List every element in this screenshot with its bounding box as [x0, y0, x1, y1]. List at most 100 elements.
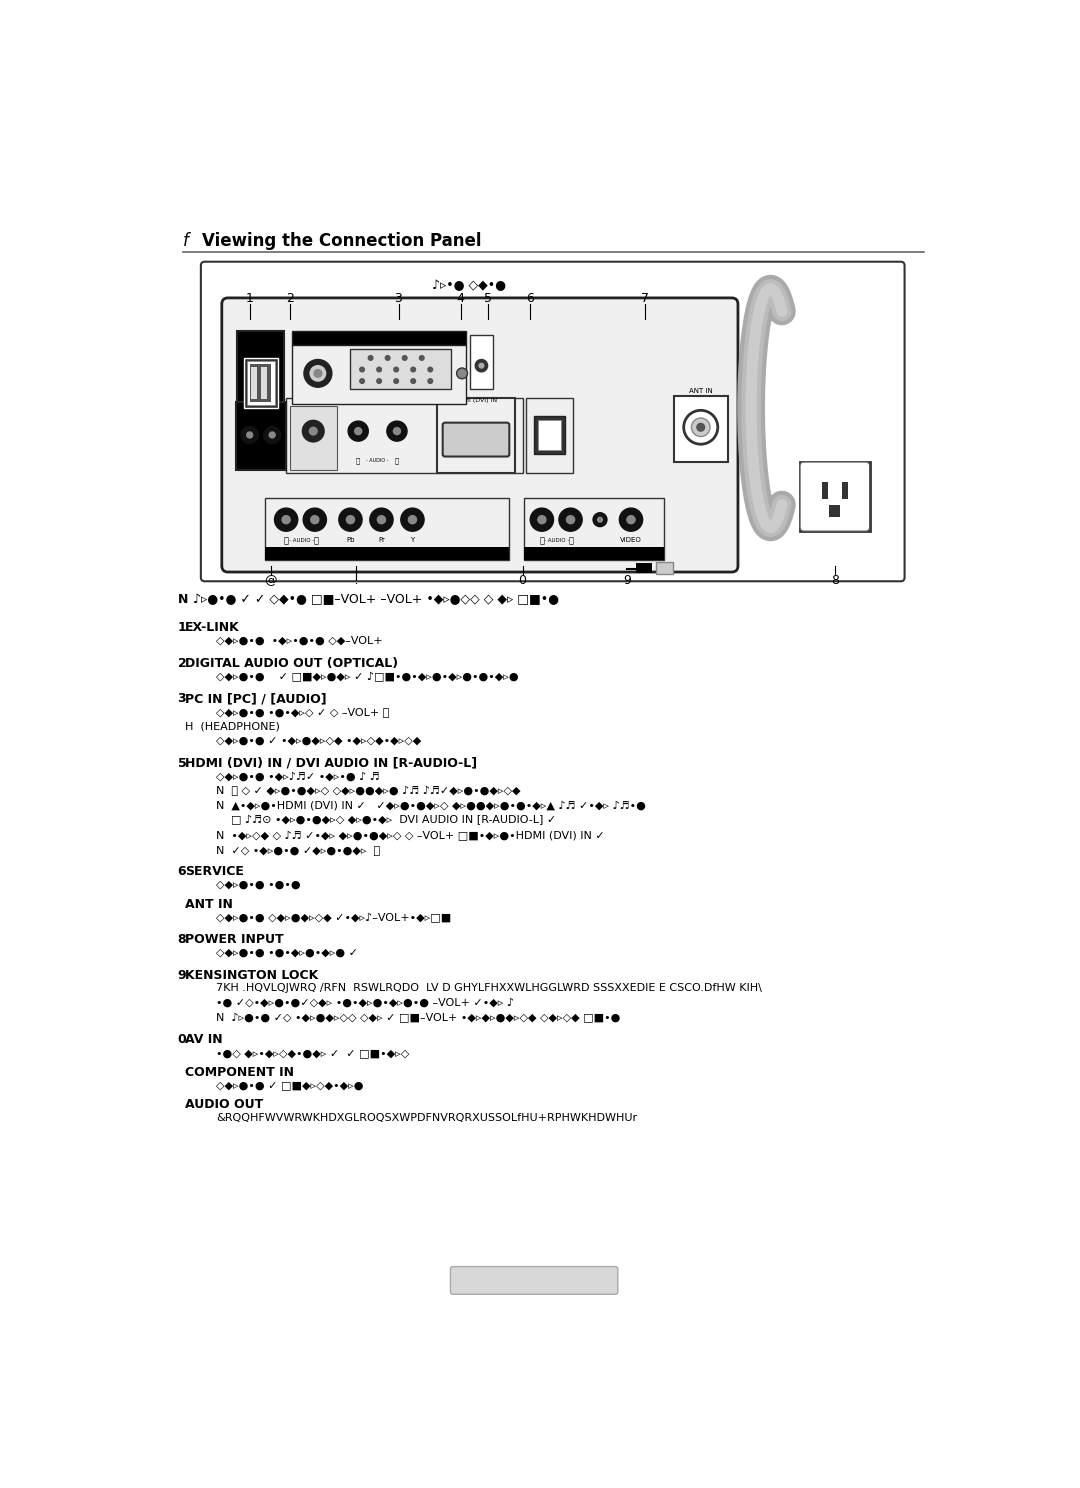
Text: - AUDIO -: - AUDIO - [289, 539, 314, 543]
Text: 8: 8 [831, 573, 839, 586]
Text: @: @ [265, 573, 276, 586]
Circle shape [282, 516, 291, 524]
Circle shape [314, 369, 322, 378]
Text: K: K [661, 562, 667, 573]
Circle shape [428, 368, 433, 372]
Text: ◇◆▹●•● •●•◆▹●•◆▹● ✓: ◇◆▹●•● •●•◆▹●•◆▹● ✓ [216, 948, 359, 958]
Text: (OPTICAL): (OPTICAL) [245, 348, 276, 354]
Circle shape [377, 516, 386, 524]
Text: ♪▹•● ◇◆•●: ♪▹•● ◇◆•● [432, 280, 507, 293]
Circle shape [387, 421, 407, 440]
Bar [243, 359, 278, 408]
Text: ◇◆▹●•● •●•◆▹◇ ✓ ◇ –VOL+ ⏻: ◇◆▹●•● •●•◆▹◇ ✓ ◇ –VOL+ ⏻ [216, 707, 390, 717]
Text: !: ! [353, 573, 359, 586]
Text: AUDIO: AUDIO [249, 406, 272, 411]
Text: Ⓛ: Ⓛ [395, 457, 400, 464]
Bar [437, 397, 515, 473]
Bar [674, 396, 728, 461]
Text: Y: Y [410, 537, 415, 543]
Text: ◇◆▹●•● ◇◆▹●◆▹◇◆ ✓•◆▹♪–VOL+•◆▹□■: ◇◆▹●•● ◇◆▹●◆▹◇◆ ✓•◆▹♪–VOL+•◆▹□■ [216, 912, 451, 923]
Text: Ⓡ: Ⓡ [356, 457, 361, 464]
Text: N  ▲•◆▹●•HDMI (DVI) IN ✓   ✓◆▹●•●◆▹◇ ◆▹●●◆▹●•●•◆▹▲ ♪♬ ✓•◆▹ ♪♬•●: N ▲•◆▹●•HDMI (DVI) IN ✓ ✓◆▹●•●◆▹◇ ◆▹●●◆▹… [216, 801, 646, 811]
Text: ◇◆▹●•● ✓ •◆▹●◆▹◇◆ •◆▹◇◆•◆▹◇◆: ◇◆▹●•● ✓ •◆▹●◆▹◇◆ •◆▹◇◆•◆▹◇◆ [216, 737, 421, 745]
Text: SERVICE: SERVICE [186, 866, 244, 878]
Text: - AUDIO -: - AUDIO - [366, 458, 389, 463]
Circle shape [241, 427, 258, 443]
Text: PC: PC [393, 351, 404, 357]
Text: COMPONENT IN: COMPONENT IN [356, 551, 418, 557]
Bar [252, 368, 257, 399]
Circle shape [393, 427, 401, 434]
Text: English - 4: English - 4 [501, 1274, 567, 1287]
Text: •●◇ ◆▹•◆▹◇◆•●◆▹ ✓  ✓ □■•◆▹◇: •●◇ ◆▹•◆▹◇◆•●◆▹ ✓ ✓ □■•◆▹◇ [216, 1048, 409, 1058]
FancyBboxPatch shape [201, 262, 905, 582]
Circle shape [302, 420, 324, 442]
Text: 7: 7 [640, 292, 649, 305]
Bar [235, 402, 286, 470]
Circle shape [310, 366, 326, 381]
Bar [822, 482, 828, 498]
Text: 9: 9 [177, 969, 186, 982]
Text: 7KH .HQVLQJWRQ /RFN  RSWLRQDO  LV D GHYLFHXXWLHGGLWRD SSSXXEDIE E CSCO.DfHW KIH\: 7KH .HQVLQJWRQ /RFN RSWLRQDO LV D GHYLFH… [216, 984, 762, 992]
Text: AV IN: AV IN [583, 551, 605, 557]
Circle shape [428, 379, 433, 384]
Text: HDMI (DVI) IN: HDMI (DVI) IN [455, 397, 498, 403]
Circle shape [274, 507, 298, 531]
Bar [238, 330, 284, 420]
FancyBboxPatch shape [800, 461, 869, 531]
Circle shape [419, 356, 424, 360]
Text: EX-LINK: EX-LINK [299, 458, 327, 463]
Circle shape [347, 516, 354, 524]
Circle shape [339, 507, 362, 531]
Text: Ⓡ: Ⓡ [247, 458, 252, 466]
Text: ◇◆▹●•●  •◆▹•●•● ◇◆–VOL+: ◇◆▹●•● •◆▹•●•● ◇◆–VOL+ [216, 635, 383, 646]
Text: COMPONENT IN: COMPONENT IN [186, 1065, 295, 1079]
Circle shape [386, 356, 390, 360]
Text: 9: 9 [623, 573, 631, 586]
Circle shape [394, 368, 399, 372]
Text: - AUDIO -: - AUDIO - [544, 539, 569, 543]
Circle shape [269, 432, 275, 437]
Circle shape [538, 516, 546, 524]
Circle shape [593, 513, 607, 527]
Text: ANT IN: ANT IN [186, 897, 233, 911]
Text: f: f [183, 232, 189, 250]
Text: Ⓛ: Ⓛ [314, 536, 319, 545]
Text: ◇◆▹●•● •●•●: ◇◆▹●•● •●•● [216, 879, 301, 890]
Text: ◇◆▹●•● •◆▹♪♬✓ •◆▹•● ♪ ♬: ◇◆▹●•● •◆▹♪♬✓ •◆▹•● ♪ ♬ [216, 771, 380, 781]
Circle shape [246, 432, 253, 437]
Circle shape [377, 368, 381, 372]
Text: 0: 0 [518, 573, 527, 586]
Text: DVI AUDIO IN: DVI AUDIO IN [396, 400, 438, 405]
Text: N: N [177, 592, 188, 606]
Text: N  ✓◇ •◆▹●•● ✓◆▹●•●◆▹  ⏻: N ✓◇ •◆▹●•● ✓◆▹●•●◆▹ ⏻ [216, 845, 380, 854]
Circle shape [619, 507, 643, 531]
Text: &RQQHFWVWRWKHDXGLROQSXWPDFNVRQRXUSSOLfHU+RPHWKHDWHUr: &RQQHFWVWRWKHDXGLROQSXWPDFNVRQRXUSSOLfHU… [216, 1113, 637, 1122]
Circle shape [309, 427, 318, 434]
Text: 0: 0 [177, 1033, 187, 1046]
Text: 8: 8 [177, 933, 186, 946]
Bar [538, 420, 562, 451]
Text: ♁: ♁ [477, 341, 485, 351]
Circle shape [410, 379, 416, 384]
Text: ANT IN: ANT IN [689, 388, 713, 394]
Text: EX-LINK: EX-LINK [186, 622, 240, 634]
Text: HDMI (DVI) IN / DVI AUDIO IN [R-AUDIO-L]: HDMI (DVI) IN / DVI AUDIO IN [R-AUDIO-L] [186, 757, 477, 769]
Bar [800, 461, 869, 531]
Text: 6: 6 [177, 866, 186, 878]
Bar [260, 368, 267, 399]
Text: 3: 3 [394, 292, 403, 305]
Text: N  ⓞ ◇ ✓ ◆▹●•●◆▹◇ ◇◆▹●●◆▹● ♪♬ ♪♬✓◆▹●•●◆▹◇◆: N ⓞ ◇ ✓ ◆▹●•●◆▹◇ ◇◆▹●●◆▹● ♪♬ ♪♬✓◆▹●•●◆▹◇… [216, 786, 521, 796]
Text: H  (HEADPHONE): H (HEADPHONE) [186, 722, 280, 732]
Bar [656, 562, 673, 574]
Text: ◇◆▹●•● ✓ □■◆▹◇◆•◆▹●: ◇◆▹●•● ✓ □■◆▹◇◆•◆▹● [216, 1080, 364, 1091]
Text: AUDIO OUT: AUDIO OUT [186, 1098, 264, 1112]
Text: AUDIO: AUDIO [306, 351, 330, 357]
Circle shape [457, 368, 468, 379]
Text: PC IN: PC IN [367, 333, 391, 342]
Circle shape [348, 421, 368, 440]
Bar [286, 397, 523, 473]
Circle shape [475, 360, 488, 372]
Bar [292, 345, 465, 405]
Text: - AUDIO -: - AUDIO - [249, 460, 272, 464]
